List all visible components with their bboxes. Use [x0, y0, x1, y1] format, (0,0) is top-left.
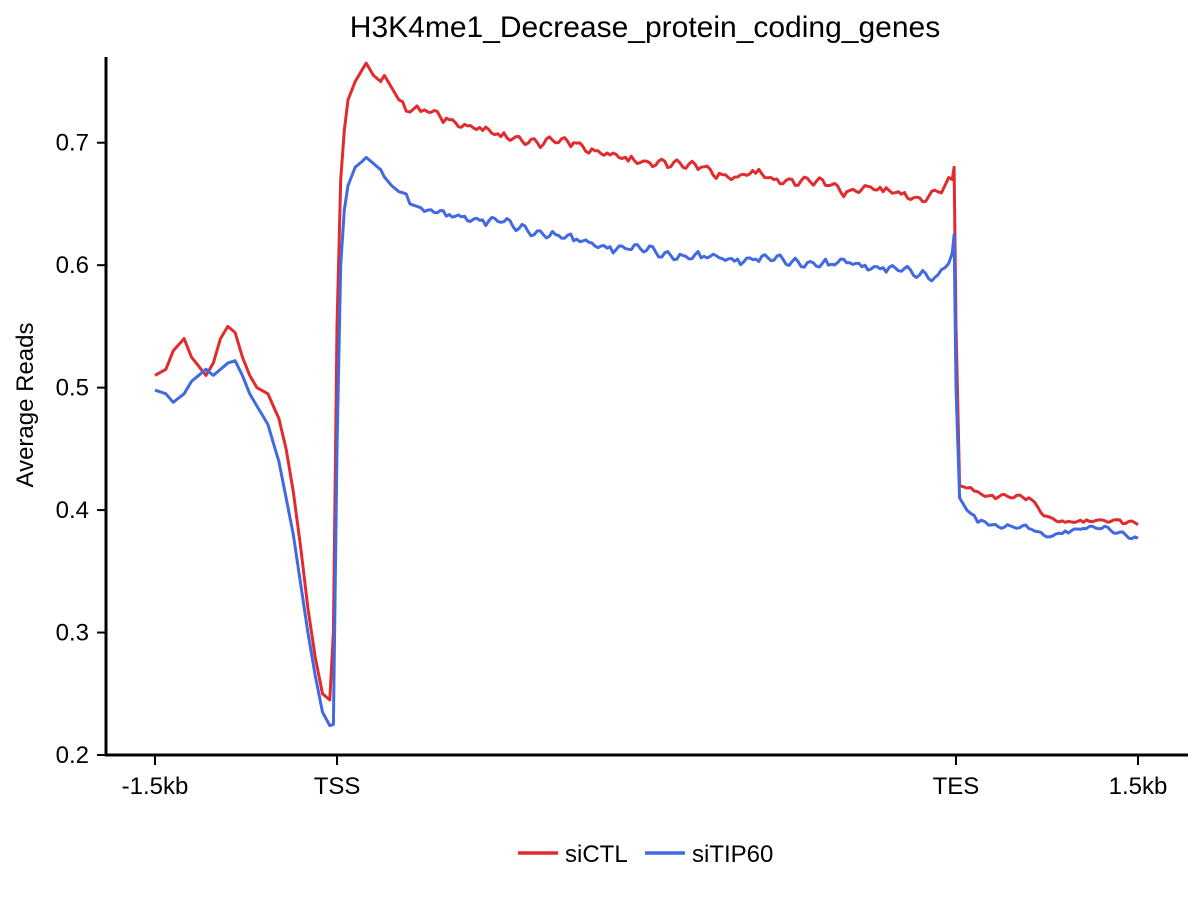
- y-axis-ticks: 0.2 0.3 0.4 0.5 0.6 0.7: [56, 130, 106, 769]
- y-tick-label: 0.3: [56, 620, 89, 647]
- legend-label: siTIP60: [692, 841, 773, 868]
- series-line-siCTL: [154, 61, 1139, 702]
- axes: [104, 57, 1188, 757]
- y-tick-label: 0.6: [56, 252, 89, 279]
- y-tick-label: 0.5: [56, 375, 89, 402]
- plot-area: [154, 61, 1139, 728]
- x-axis-ticks: -1.5kb TSS TES 1.5kb: [122, 755, 1168, 800]
- legend-label: siCTL: [565, 841, 628, 868]
- y-tick-label: 0.4: [56, 497, 89, 524]
- legend: siCTL siTIP60: [518, 841, 773, 868]
- y-tick-label: 0.7: [56, 130, 89, 157]
- x-tick-label: TES: [933, 773, 980, 800]
- y-axis-title: Average Reads: [12, 323, 39, 488]
- x-tick-label: 1.5kb: [1109, 773, 1168, 800]
- chart-title: H3K4me1_Decrease_protein_coding_genes: [350, 11, 940, 44]
- y-tick-label: 0.2: [56, 742, 89, 769]
- x-tick-label: TSS: [314, 773, 361, 800]
- series-line-siTIP60: [154, 155, 1139, 728]
- x-tick-label: -1.5kb: [122, 773, 189, 800]
